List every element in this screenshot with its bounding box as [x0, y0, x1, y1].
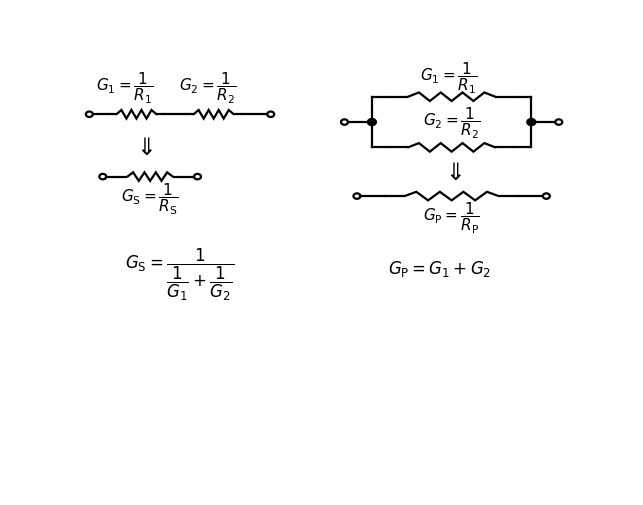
Circle shape	[367, 119, 376, 126]
Text: $G_{\mathrm{P}} = \dfrac{1}{R_{\mathrm{P}}}$: $G_{\mathrm{P}} = \dfrac{1}{R_{\mathrm{P…	[423, 200, 480, 236]
Text: $G_1 = \dfrac{1}{R_1}$: $G_1 = \dfrac{1}{R_1}$	[421, 61, 478, 96]
Text: $G_1 = \dfrac{1}{R_1}$: $G_1 = \dfrac{1}{R_1}$	[96, 70, 154, 106]
Text: $\Downarrow$: $\Downarrow$	[132, 137, 154, 160]
Text: $\Downarrow$: $\Downarrow$	[441, 162, 462, 185]
Text: $G_{\mathrm{P}} = G_1 + G_2$: $G_{\mathrm{P}} = G_1 + G_2$	[388, 259, 491, 279]
Text: $G_2 = \dfrac{1}{R_2}$: $G_2 = \dfrac{1}{R_2}$	[179, 70, 236, 106]
Circle shape	[527, 119, 536, 126]
Text: $G_{\mathrm{S}} = \dfrac{1}{R_{\mathrm{S}}}$: $G_{\mathrm{S}} = \dfrac{1}{R_{\mathrm{S…	[122, 181, 179, 216]
Text: $G_{\mathrm{S}} = \dfrac{1}{\dfrac{1}{G_1} + \dfrac{1}{G_2}}$: $G_{\mathrm{S}} = \dfrac{1}{\dfrac{1}{G_…	[125, 246, 235, 302]
Text: $G_2 = \dfrac{1}{R_2}$: $G_2 = \dfrac{1}{R_2}$	[423, 105, 480, 140]
